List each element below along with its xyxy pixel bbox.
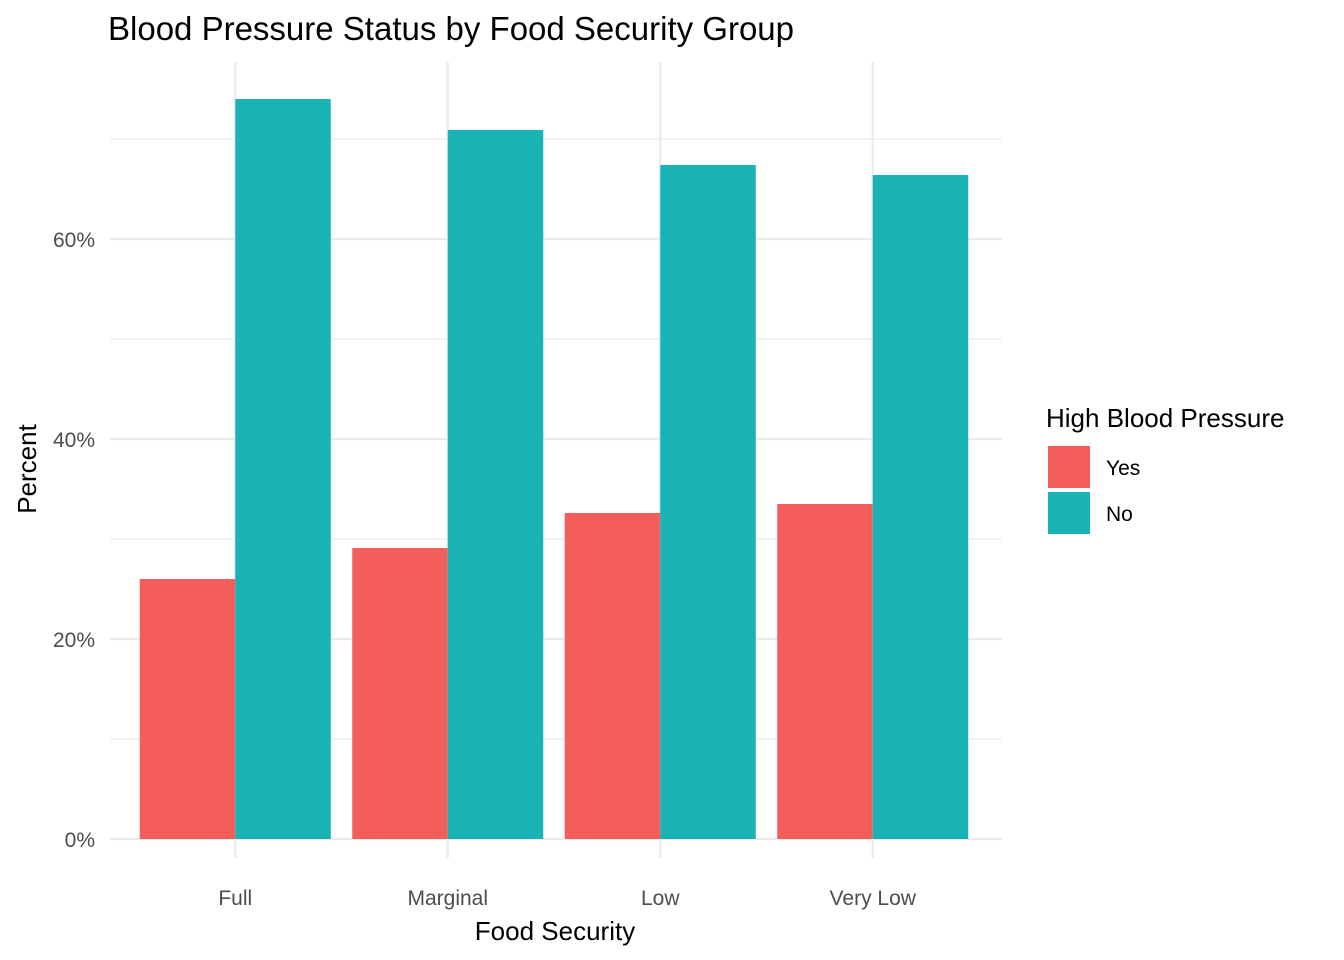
y-tick-label: 40% [53,429,95,452]
y-tick-label: 20% [53,629,95,652]
legend: High Blood Pressure Yes No [1046,403,1284,534]
legend-label-yes: Yes [1106,457,1140,480]
bar-yes-marginal [352,548,448,839]
y-tick-label: 0% [65,829,95,852]
x-tick-label: Full [218,887,252,910]
chart-title: Blood Pressure Status by Food Security G… [108,10,794,47]
x-axis-ticks: Full Marginal Low Very Low [218,887,916,910]
legend-key-no [1048,492,1090,534]
y-tick-label: 60% [53,229,95,252]
bar-no-low [660,165,756,839]
bar-yes-low [564,513,661,839]
bar-no-very-low [872,175,969,839]
x-tick-label: Marginal [407,887,488,910]
legend-label-no: No [1106,503,1133,526]
y-axis-title: Percent [12,423,42,513]
bar-yes-full [139,579,236,839]
legend-items: Yes No [1048,446,1140,534]
bar-no-marginal [447,130,544,839]
x-tick-label: Low [641,887,680,910]
bar-no-full [235,99,331,839]
legend-key-yes [1048,446,1090,488]
y-axis-ticks: 0% 20% 40% 60% [53,229,95,852]
legend-title: High Blood Pressure [1046,403,1284,433]
x-tick-label: Very Low [830,887,917,910]
bar-yes-very-low [777,504,873,839]
x-axis-title: Food Security [475,916,635,946]
bars [139,99,969,839]
